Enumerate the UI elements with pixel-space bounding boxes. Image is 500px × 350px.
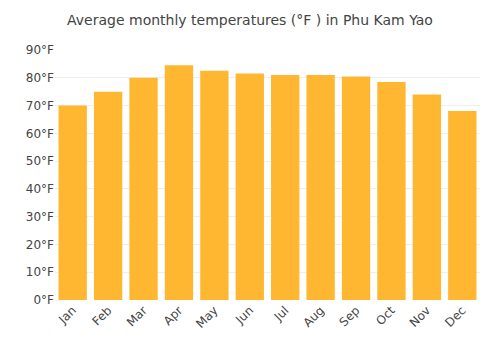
svg-text:Jul: Jul [271,303,292,324]
svg-text:90°F: 90°F [26,43,54,57]
svg-text:0°F: 0°F [33,293,54,307]
svg-text:10°F: 10°F [26,265,54,279]
svg-text:Mar: Mar [124,303,150,329]
svg-text:20°F: 20°F [26,238,54,252]
svg-text:Apr: Apr [161,303,186,328]
svg-text:Feb: Feb [90,303,115,328]
svg-text:May: May [193,303,220,330]
svg-text:Sep: Sep [337,303,363,329]
svg-text:Oct: Oct [373,303,398,328]
svg-text:30°F: 30°F [26,210,54,224]
svg-text:Jan: Jan [55,303,79,327]
svg-text:Dec: Dec [442,303,468,329]
svg-text:Nov: Nov [407,303,433,329]
svg-text:Aug: Aug [301,303,327,329]
svg-text:80°F: 80°F [26,71,54,85]
svg-text:Average monthly temperatures (: Average monthly temperatures (°F ) in Ph… [67,12,433,28]
svg-text:40°F: 40°F [26,182,54,196]
svg-text:50°F: 50°F [26,154,54,168]
svg-text:70°F: 70°F [26,99,54,113]
svg-text:Jun: Jun [232,303,256,327]
svg-text:60°F: 60°F [26,127,54,141]
